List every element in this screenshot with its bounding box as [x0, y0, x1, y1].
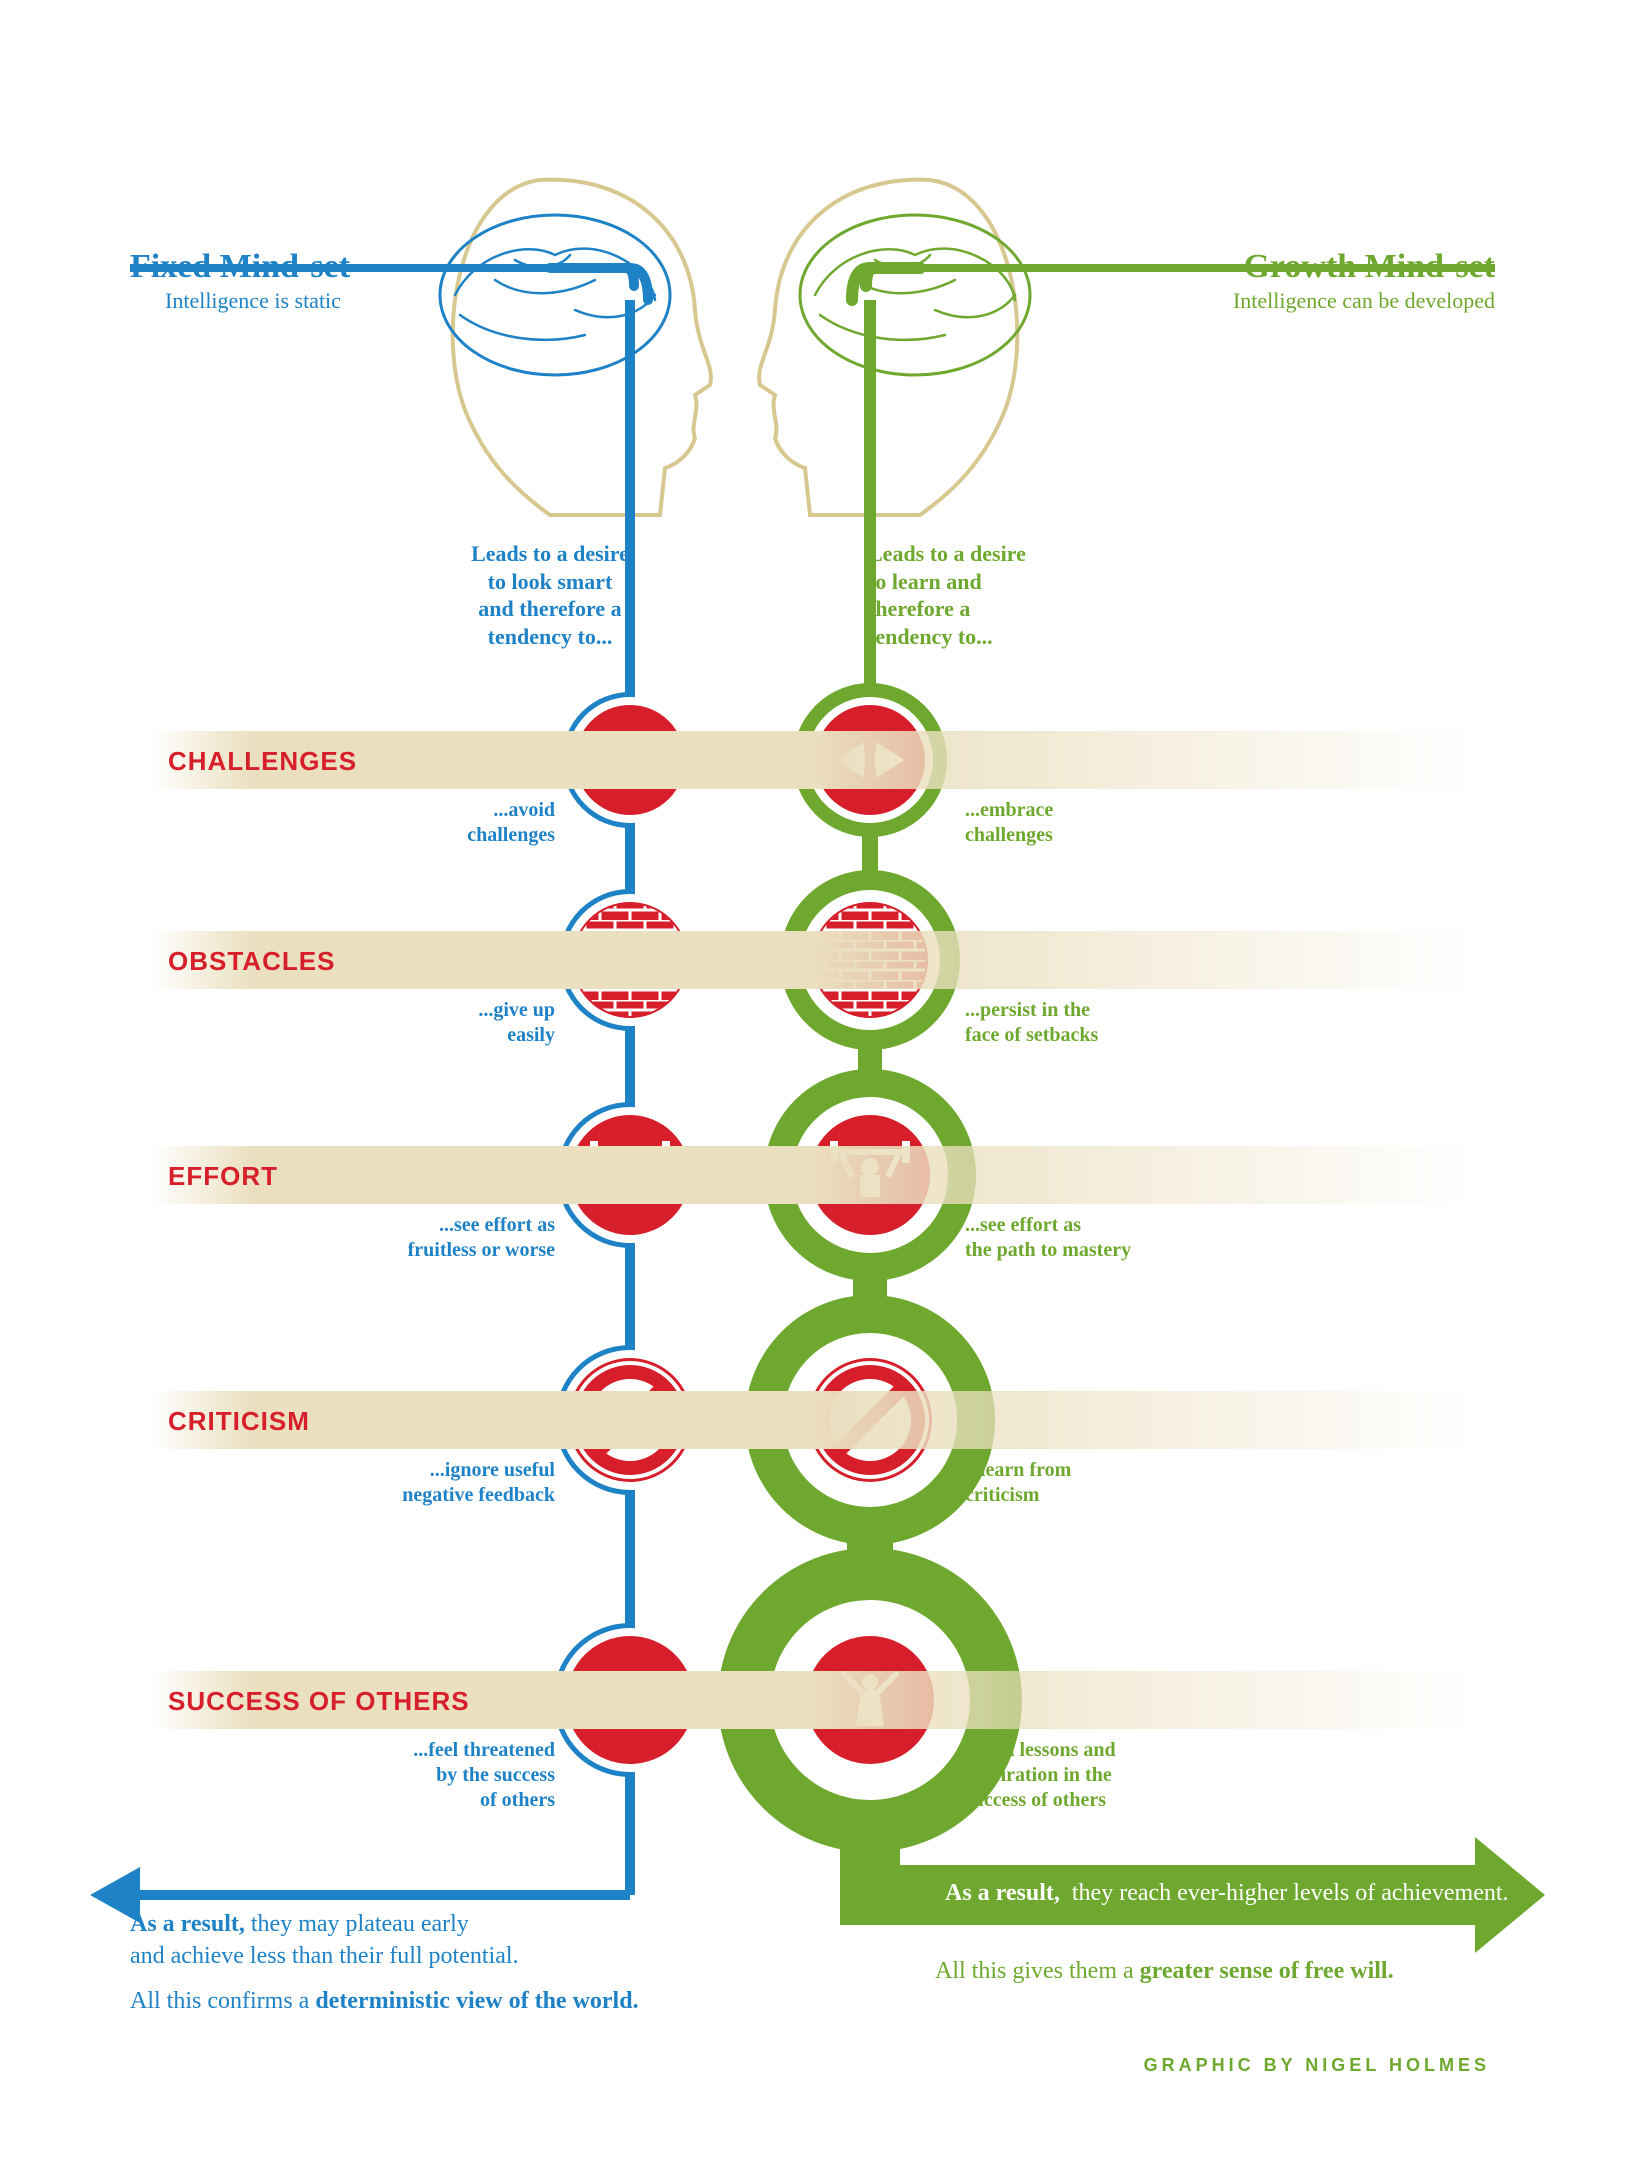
category-band: [150, 1391, 1475, 1449]
fixed-confirm-text: All this confirms a deterministic view o…: [130, 1988, 830, 2015]
fixed-result-text: As a result, they may plateau earlyand a…: [130, 1908, 690, 1973]
growth-desc: ...see effort asthe path to mastery: [965, 1213, 1265, 1263]
fixed-desc: ...avoidchallenges: [305, 798, 555, 848]
category-label: CHALLENGES: [168, 746, 357, 777]
growth-title: Growth Mind-set: [1243, 248, 1495, 286]
category-label: SUCCESS OF OTHERS: [168, 1686, 470, 1717]
fixed-title: Fixed Mind-set: [130, 248, 350, 286]
growth-desc: ...persist in theface of setbacks: [965, 998, 1265, 1048]
category-label: EFFORT: [168, 1161, 278, 1192]
category-band: [150, 931, 1475, 989]
fixed-desc: ...ignore usefulnegative feedback: [305, 1458, 555, 1508]
fixed-desc: ...see effort asfruitless or worse: [305, 1213, 555, 1263]
growth-desc: ...find lessons andinspiration in thesuc…: [965, 1738, 1265, 1813]
growth-lead-text: Leads to a desireto learn andtherefore a…: [868, 540, 1088, 650]
diagram-svg: [0, 0, 1625, 2163]
category-label: CRITICISM: [168, 1406, 310, 1437]
growth-head-outline: [759, 180, 1017, 515]
fixed-desc: ...feel threatenedby the successof other…: [305, 1738, 555, 1813]
fixed-subtitle: Intelligence is static: [165, 288, 341, 314]
category-band: [150, 1146, 1475, 1204]
fixed-lead-text: Leads to a desireto look smartand theref…: [450, 540, 650, 650]
fixed-desc: ...give upeasily: [305, 998, 555, 1048]
growth-subtitle: Intelligence can be developed: [1233, 288, 1495, 314]
growth-result-text: As a result, they reach ever-higher leve…: [945, 1880, 1545, 1907]
fixed-head-outline: [453, 180, 711, 515]
category-label: OBSTACLES: [168, 946, 335, 977]
growth-confirm-text: All this gives them a greater sense of f…: [935, 1958, 1625, 1985]
graphic-credit: GRAPHIC BY NIGEL HOLMES: [1144, 2055, 1490, 2076]
growth-desc: ...learn fromcriticism: [965, 1458, 1265, 1508]
growth-desc: ...embracechallenges: [965, 798, 1265, 848]
